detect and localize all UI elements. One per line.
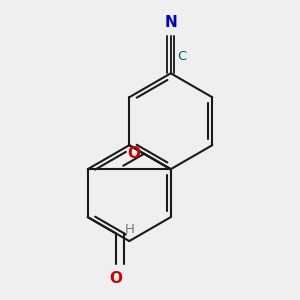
Text: C: C	[178, 50, 187, 63]
Text: O: O	[128, 146, 141, 161]
Text: H: H	[124, 223, 134, 236]
Text: O: O	[110, 271, 123, 286]
Text: N: N	[164, 15, 177, 30]
